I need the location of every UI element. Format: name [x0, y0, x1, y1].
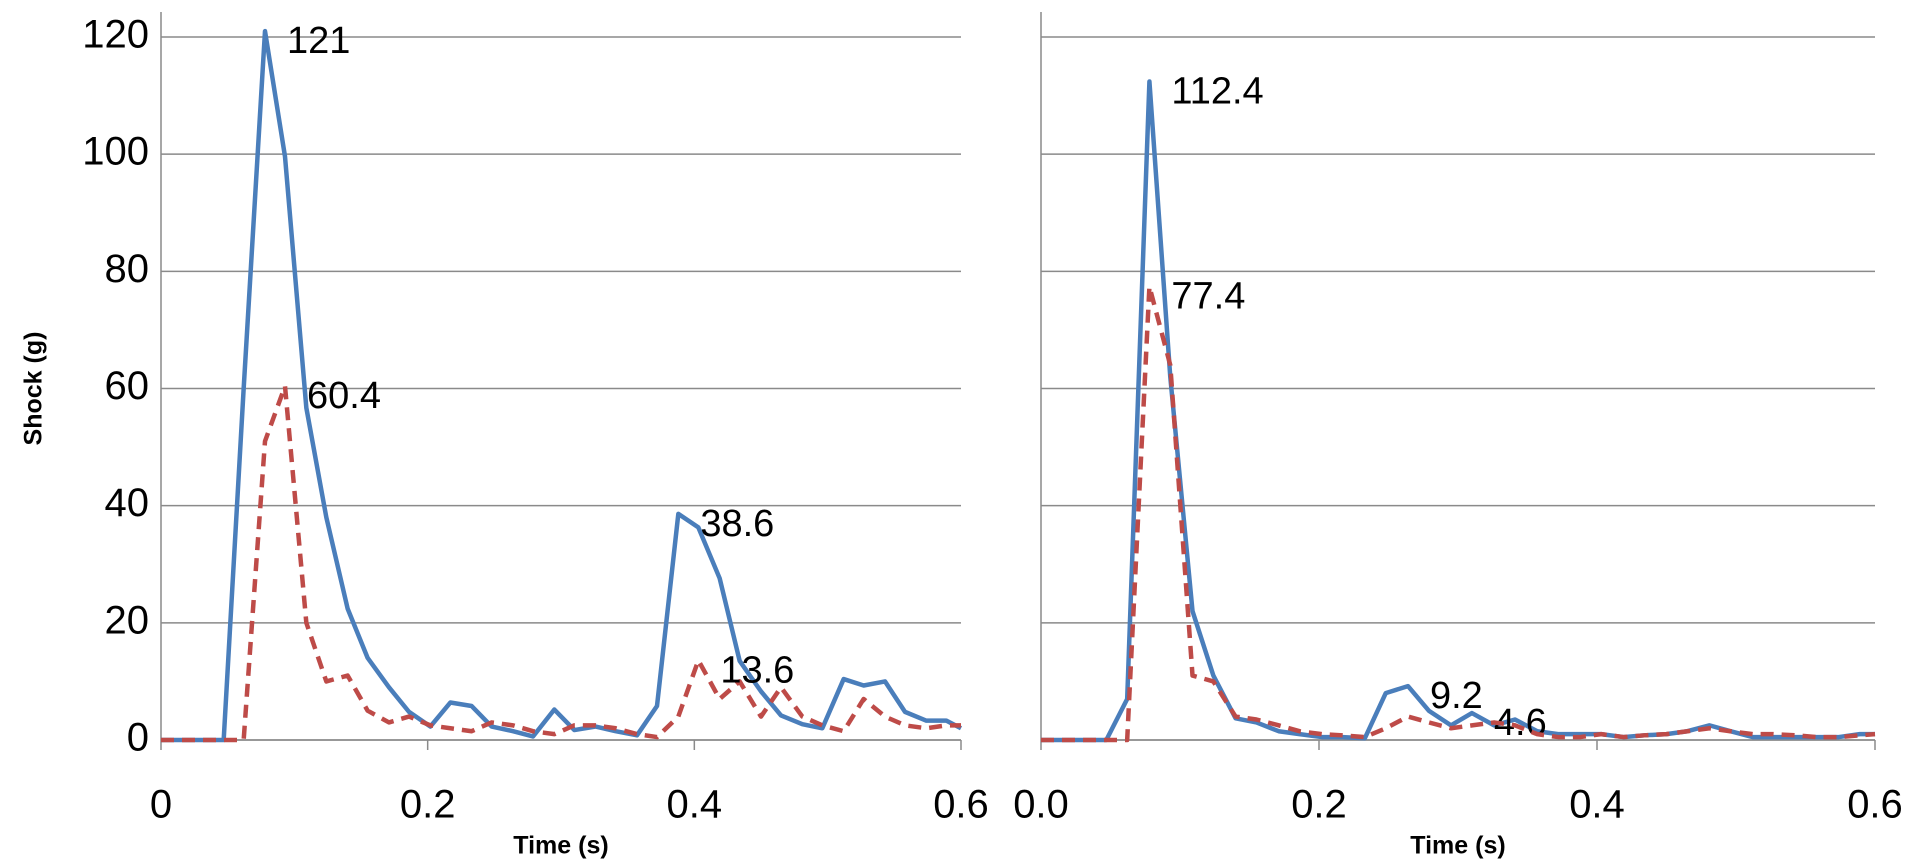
x-tick-label: 0.6	[933, 783, 989, 827]
series-line	[1041, 284, 1876, 743]
data-label: 60.4	[307, 375, 381, 417]
y-tick-label: 20	[105, 598, 150, 642]
data-label: 112.4	[1171, 71, 1263, 113]
y-tick-label: 80	[105, 247, 150, 291]
series-line	[161, 383, 961, 743]
data-label: 77.4	[1171, 276, 1245, 318]
data-label: 13.6	[720, 649, 794, 691]
x-tick-label: 0.0	[1013, 783, 1069, 827]
x-axis-title: Time (s)	[1410, 832, 1505, 860]
x-tick-label: 0.2	[1291, 783, 1347, 827]
x-tick-label: 0.4	[667, 783, 723, 827]
data-label: 38.6	[700, 503, 774, 545]
data-label: 9.2	[1430, 675, 1483, 717]
data-label: 121	[287, 20, 350, 62]
series-line	[1041, 79, 1875, 743]
x-tick-label: 0.6	[1847, 783, 1903, 827]
y-tick-label: 0	[127, 716, 149, 760]
y-tick-label: 120	[82, 13, 149, 57]
y-tick-label: 60	[105, 364, 150, 408]
y-tick-label: 100	[82, 130, 149, 174]
x-tick-label: 0.4	[1569, 783, 1625, 827]
x-tick-label: 0.2	[400, 783, 456, 827]
x-axis-title: Time (s)	[513, 832, 608, 860]
series-line	[161, 28, 963, 743]
y-axis-title: Shock (g)	[20, 332, 48, 446]
y-tick-label: 40	[105, 481, 150, 525]
x-tick-label: 0	[150, 783, 172, 827]
